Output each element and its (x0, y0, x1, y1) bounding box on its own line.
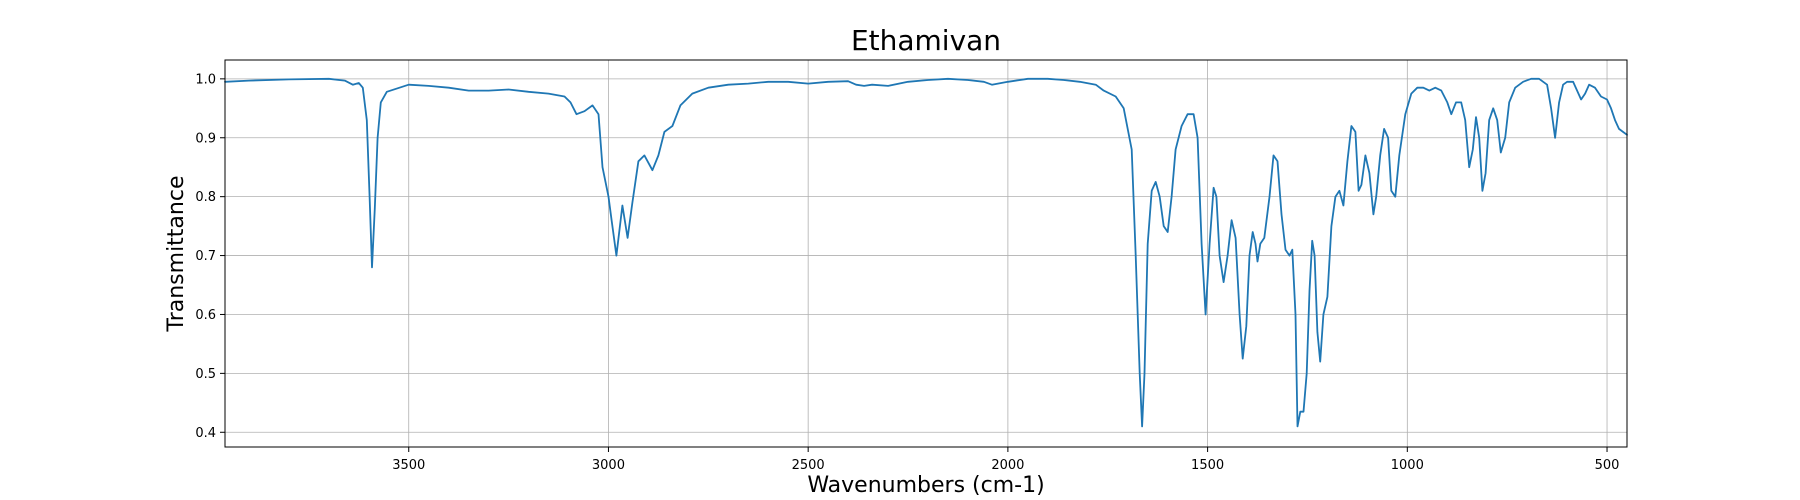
series-layer (224, 77, 1628, 428)
chart-title: Ethamivan (851, 24, 1001, 57)
y-tick-label: 0.4 (195, 426, 216, 441)
y-tick-label: 0.9 (195, 131, 216, 146)
x-axis-label: Wavenumbers (cm-1) (807, 473, 1044, 498)
y-tick-label: 0.7 (195, 249, 216, 264)
y-axis: 0.4 0.5 0.6 0.7 0.8 0.9 1.0 (195, 72, 225, 441)
x-tick-label: 1000 (1391, 458, 1424, 473)
y-tick-label: 0.8 (195, 190, 216, 205)
plot-area (225, 60, 1627, 447)
series-line (224, 77, 1628, 428)
x-axis: 3500 3000 2500 2000 1500 1000 500 (392, 447, 1619, 473)
y-tick-label: 1.0 (195, 72, 216, 87)
x-tick-label: 3000 (592, 458, 625, 473)
x-tick-label: 500 (1595, 458, 1620, 473)
x-tick-label: 3500 (392, 458, 425, 473)
x-tick-label: 1500 (1191, 458, 1224, 473)
plot-frame (224, 59, 1628, 448)
x-tick-label: 2500 (792, 458, 825, 473)
y-tick-label: 0.5 (195, 367, 216, 382)
y-axis-label: Transmittance (164, 176, 189, 333)
y-tick-label: 0.6 (195, 308, 216, 323)
grid-lines (225, 60, 1627, 447)
x-tick-label: 2000 (991, 458, 1024, 473)
